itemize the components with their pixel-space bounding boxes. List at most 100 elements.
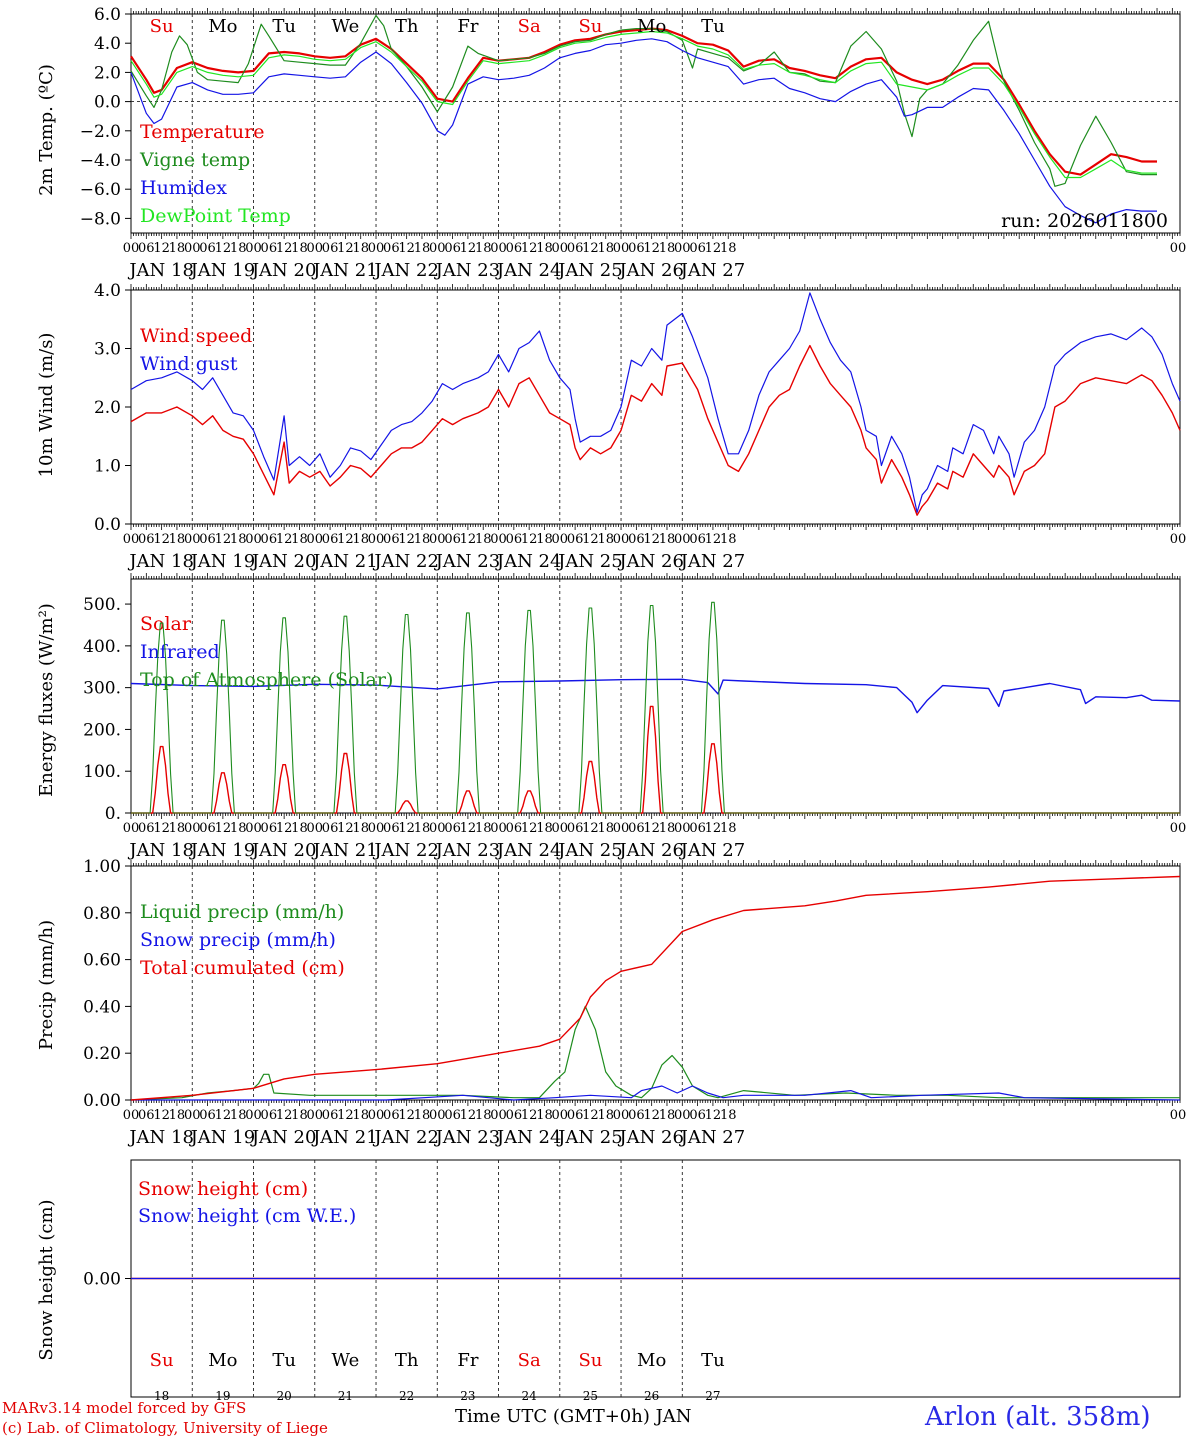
date-label: JAN 19 xyxy=(189,551,256,572)
hour-label: 12 xyxy=(215,821,232,836)
hour-label: 00 xyxy=(123,821,140,836)
hour-label: 06 xyxy=(506,532,523,547)
hour-label: 12 xyxy=(582,532,599,547)
y-tick-label: 0.80 xyxy=(83,904,121,924)
date-label: JAN 18 xyxy=(127,840,194,861)
y-tick-label: 200. xyxy=(83,720,121,740)
date-label: JAN 20 xyxy=(250,1127,317,1148)
hour-label: 18 xyxy=(414,821,431,836)
hour-label: 18 xyxy=(475,532,492,547)
hour-label: 00 xyxy=(552,532,569,547)
hour-label: 18 xyxy=(352,1108,369,1123)
series-liquid-precip-mm-h xyxy=(130,1005,1180,1101)
hour-label: 12 xyxy=(582,1108,599,1123)
hour-label: 06 xyxy=(199,1108,216,1123)
hour-label: 06 xyxy=(138,241,155,256)
hour-label: 12 xyxy=(398,532,415,547)
hour-label: 06 xyxy=(261,532,278,547)
date-label: JAN 27 xyxy=(679,840,746,861)
date-label: JAN 19 xyxy=(189,840,256,861)
date-label: JAN 18 xyxy=(127,551,194,572)
hour-label: 06 xyxy=(199,532,216,547)
weekday-label: Su xyxy=(150,16,174,37)
station-name: Arlon (alt. 358m) xyxy=(925,1402,1151,1432)
date-label: JAN 26 xyxy=(617,260,684,281)
y-tick-label: 6.0 xyxy=(94,5,121,25)
y-axis-label: Precip (mm/h) xyxy=(36,920,57,1050)
hour-label: 12 xyxy=(582,821,599,836)
date-label: JAN 21 xyxy=(311,260,378,281)
hour-label: 12 xyxy=(460,821,477,836)
hour-label: 00 xyxy=(306,241,323,256)
y-tick-label: 4.0 xyxy=(94,281,121,301)
hour-label: 18 xyxy=(720,821,737,836)
hour-label: 00 xyxy=(429,821,446,836)
hour-label: 12 xyxy=(153,821,170,836)
hour-label: 18 xyxy=(230,532,247,547)
hour-label: 00 xyxy=(368,821,385,836)
hour-label: 12 xyxy=(521,532,538,547)
hour-label: 12 xyxy=(521,241,538,256)
hour-label: 12 xyxy=(337,821,354,836)
y-tick-label: 100. xyxy=(83,762,121,782)
hour-label: 12 xyxy=(153,241,170,256)
hour-label: 06 xyxy=(383,241,400,256)
series-top-of-atmosphere-solar xyxy=(131,601,1180,814)
hour-label: 06 xyxy=(628,821,645,836)
hour-label: 06 xyxy=(199,241,216,256)
hour-label: 18 xyxy=(475,1108,492,1123)
date-label: JAN 21 xyxy=(311,551,378,572)
date-label: JAN 26 xyxy=(617,840,684,861)
model-credit: MARv3.14 model forced by GFS xyxy=(2,1399,247,1417)
hour-label: 18 xyxy=(597,532,614,547)
weekday-label: Tu xyxy=(272,1350,296,1371)
hour-label: 00 xyxy=(184,532,201,547)
hour-label: 18 xyxy=(536,821,553,836)
hour-label: 18 xyxy=(414,532,431,547)
day-number: 18 xyxy=(154,1389,169,1403)
hour-label: 18 xyxy=(291,241,308,256)
hour-label: 00 xyxy=(123,241,140,256)
hour-label: 00 xyxy=(429,532,446,547)
day-number: 22 xyxy=(399,1389,414,1403)
hour-label: 00 xyxy=(613,241,630,256)
weekday-label: Mo xyxy=(208,1350,237,1371)
date-label: JAN 18 xyxy=(127,1127,194,1148)
hour-label: 12 xyxy=(153,532,170,547)
hour-label: 06 xyxy=(322,1108,339,1123)
hour-label: 06 xyxy=(628,532,645,547)
y-tick-label: 0. xyxy=(105,804,121,824)
hour-label: 12 xyxy=(521,1108,538,1123)
hour-label: 12 xyxy=(276,241,293,256)
hour-label: 00 xyxy=(490,1108,507,1123)
hour-label: 00 xyxy=(368,241,385,256)
series-snow-precip-mm-h xyxy=(131,1085,1181,1101)
legend-entry: Vigne temp xyxy=(139,149,250,171)
date-label: JAN 22 xyxy=(372,840,439,861)
hour-label: 12 xyxy=(643,821,660,836)
y-axis-label: Energy fluxes (W/m²) xyxy=(36,603,57,797)
hour-label: 00 xyxy=(429,241,446,256)
weekday-label: Su xyxy=(578,16,602,37)
hour-label: 06 xyxy=(138,1108,155,1123)
hour-label: 06 xyxy=(689,821,706,836)
date-label: JAN 27 xyxy=(679,551,746,572)
hour-label: 00 xyxy=(245,1108,262,1123)
hour-label: 12 xyxy=(337,241,354,256)
y-tick-label: 500. xyxy=(83,595,121,615)
hour-label: 06 xyxy=(199,821,216,836)
hour-label: 00 xyxy=(368,1108,385,1123)
legend-entry: Wind speed xyxy=(140,325,252,347)
hour-label: 12 xyxy=(398,241,415,256)
hour-label: 00 xyxy=(1170,532,1187,547)
hour-label: 12 xyxy=(643,532,660,547)
series-solar xyxy=(131,705,1180,814)
y-tick-label: 0.00 xyxy=(83,1270,121,1290)
series-temperature xyxy=(130,27,1157,176)
hour-label: 00 xyxy=(613,821,630,836)
hour-label: 12 xyxy=(153,1108,170,1123)
weekday-label: Su xyxy=(150,1350,174,1371)
